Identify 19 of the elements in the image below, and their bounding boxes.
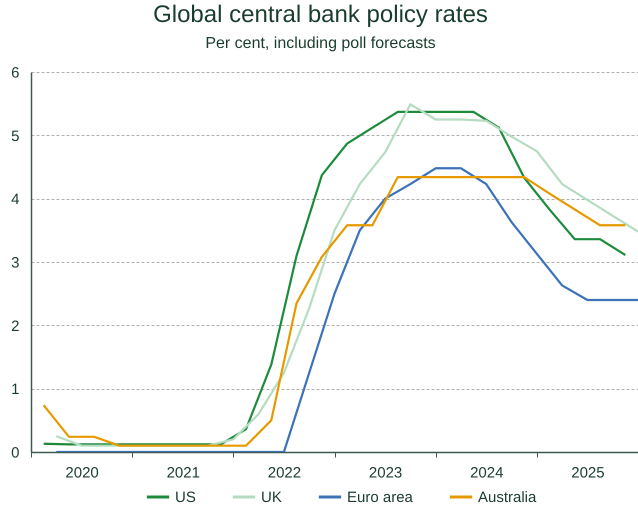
y-tick-label: 3 xyxy=(11,254,20,272)
y-tick-label: 0 xyxy=(11,444,20,462)
x-tick-label: 2023 xyxy=(368,464,402,482)
chart-subtitle: Per cent, including poll forecasts xyxy=(205,35,436,52)
legend-label: US xyxy=(175,489,196,506)
y-tick-label: 4 xyxy=(11,191,20,208)
legend-label: UK xyxy=(261,489,282,506)
legend-label: Australia xyxy=(478,489,538,506)
y-tick-label: 2 xyxy=(11,318,20,335)
chart-title: Global central bank policy rates xyxy=(153,1,488,28)
x-tick-label: 2021 xyxy=(166,464,200,482)
x-tick-label: 2025 xyxy=(571,464,605,482)
legend-label: Euro area xyxy=(347,489,414,506)
y-tick-label: 6 xyxy=(11,64,20,82)
y-tick-label: 1 xyxy=(11,381,20,398)
x-tick-label: 2020 xyxy=(65,464,99,482)
x-tick-label: 2024 xyxy=(470,464,504,482)
x-tick-label: 2022 xyxy=(268,464,302,482)
y-tick-label: 5 xyxy=(11,128,20,145)
